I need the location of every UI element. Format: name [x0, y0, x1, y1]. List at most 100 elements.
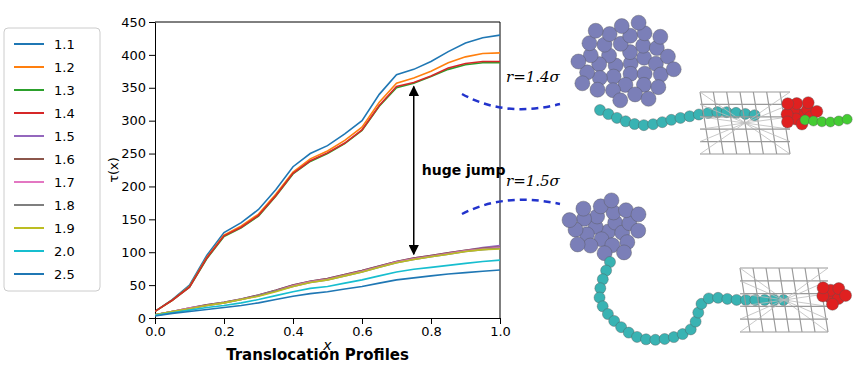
series-line [155, 53, 500, 312]
legend-label: 1.1 [54, 37, 75, 52]
y-axis-title: τ(x) [106, 157, 121, 183]
x-tick: 0.2 [214, 318, 235, 339]
y-tick: 100 [121, 245, 155, 260]
pore-bar [727, 92, 737, 154]
y-tick: 250 [121, 146, 155, 161]
legend-label: 1.9 [54, 221, 75, 236]
x-tick-label: 0.2 [214, 324, 235, 339]
bead [631, 223, 646, 238]
y-tick-label: 150 [121, 212, 146, 227]
pore-bar [740, 267, 828, 268]
pore-bar [767, 92, 777, 154]
pore-bar [753, 92, 763, 154]
legend-swatch [14, 181, 44, 183]
y-tick: 350 [121, 80, 155, 95]
y-tick-label: 400 [121, 48, 146, 63]
bead [641, 91, 656, 106]
legend-swatch [14, 43, 44, 45]
legend-swatch [14, 204, 44, 206]
bead [576, 201, 591, 216]
y-tick: 300 [121, 113, 155, 128]
pore-bar [740, 268, 828, 332]
x-tick: 0.4 [283, 318, 304, 339]
bead [583, 238, 598, 253]
x-tick-label: 1.0 [490, 324, 511, 339]
pore-bar [792, 268, 802, 332]
pore-bar [700, 92, 790, 154]
y-tick-label: 200 [121, 179, 146, 194]
legend-label: 1.7 [54, 175, 75, 190]
bead [613, 93, 628, 108]
pore-bar [700, 92, 710, 154]
x-tick-label: 0.8 [421, 324, 442, 339]
pore-bar [805, 268, 815, 332]
pore-bar [700, 91, 790, 92]
y-tick-label: 100 [121, 245, 146, 260]
pore-bar [740, 293, 828, 294]
bead [653, 29, 668, 44]
pore-bar [740, 319, 828, 320]
y-tick-mark [149, 252, 155, 253]
chart-title: Translocation Profiles [226, 346, 409, 364]
legend-swatch [14, 250, 44, 252]
axis-line [156, 318, 501, 319]
bead [631, 15, 646, 30]
bead [562, 213, 577, 228]
series-line [155, 270, 500, 316]
legend-swatch [14, 273, 44, 275]
y-tick-label: 300 [121, 113, 146, 128]
bead [817, 282, 829, 294]
legend-box [4, 28, 100, 291]
x-tick: 0.8 [421, 318, 442, 339]
y-tick-mark [149, 55, 155, 56]
chart: 0.00.20.40.60.81.00501001502002503003504… [0, 0, 853, 366]
bead [651, 80, 666, 95]
x-tick-label: 0.0 [145, 324, 166, 339]
y-tick-mark [149, 318, 155, 319]
pore-bar [700, 104, 790, 105]
pore-bar [740, 306, 828, 307]
y-tick: 0 [138, 311, 155, 326]
bead [604, 193, 619, 208]
pore-bar [700, 116, 790, 117]
y-tick-mark [149, 88, 155, 89]
bead [631, 207, 646, 222]
pore-bar [700, 129, 790, 130]
pore-bar [700, 153, 790, 154]
x-tick-label: 0.6 [352, 324, 373, 339]
y-tick-mark [149, 285, 155, 286]
legend-swatch [14, 135, 44, 137]
pore-bar [740, 268, 750, 332]
illustrations [562, 15, 852, 345]
pore-bar [753, 268, 763, 332]
bead [782, 116, 794, 128]
bead [570, 237, 585, 252]
connector [462, 200, 560, 214]
series-line [155, 246, 500, 315]
x-tick-mark [431, 318, 432, 324]
jump-arrow [413, 87, 415, 255]
y-tick-label: 350 [121, 80, 146, 95]
pore-bar [740, 331, 828, 332]
pore-bar [700, 141, 790, 142]
bead [840, 289, 852, 301]
pore-bar [766, 268, 776, 332]
pore-bar [740, 268, 828, 332]
bead [802, 97, 814, 109]
annotation: r=1.5σ [506, 172, 561, 190]
annotation: huge jump [422, 162, 506, 178]
x-tick-mark [224, 318, 225, 324]
bead [614, 19, 629, 34]
bead [588, 23, 603, 38]
axis-line [155, 23, 156, 319]
legend-swatch [14, 89, 44, 91]
legend-swatch [14, 158, 44, 160]
pore [740, 268, 828, 332]
bead [826, 298, 838, 310]
y-tick: 400 [121, 48, 155, 63]
y-tick-mark [149, 186, 155, 187]
legend-swatch [14, 112, 44, 114]
legend-label: 1.6 [54, 152, 75, 167]
y-tick: 200 [121, 179, 155, 194]
x-tick: 0.6 [352, 318, 373, 339]
